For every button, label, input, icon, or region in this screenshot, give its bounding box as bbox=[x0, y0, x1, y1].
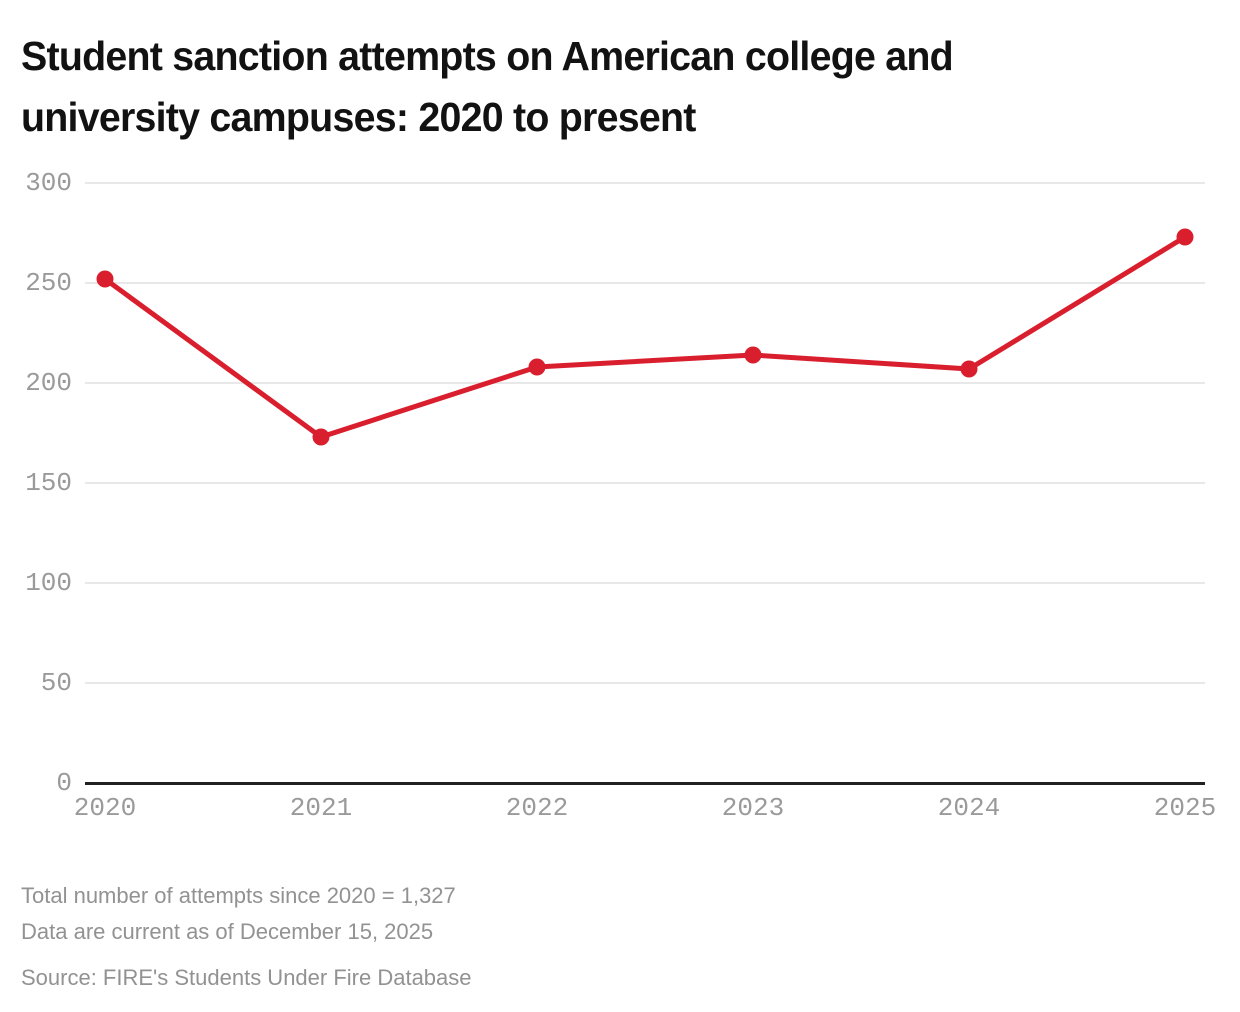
y-axis-tick-label: 50 bbox=[40, 668, 72, 698]
data-point-2023[interactable] bbox=[744, 346, 762, 364]
x-axis-tick-label: 2022 bbox=[505, 793, 569, 823]
data-point-2021[interactable] bbox=[312, 428, 330, 446]
chart-title: Student sanction attempts on American co… bbox=[21, 26, 1173, 148]
x-axis-tick-label: 2021 bbox=[289, 793, 353, 823]
gridline bbox=[85, 682, 1205, 684]
y-axis-tick-label: 200 bbox=[25, 368, 72, 398]
chart-footer: Total number of attempts since 2020 = 1,… bbox=[21, 878, 1121, 996]
y-axis-tick-label: 300 bbox=[25, 168, 72, 198]
data-point-2024[interactable] bbox=[960, 360, 978, 378]
total-attempts-note: Total number of attempts since 2020 = 1,… bbox=[21, 883, 456, 908]
data-point-2025[interactable] bbox=[1176, 228, 1194, 246]
line-chart: 0 50 100 150 200 250 300 2020 2021 2022 2023 2024 20… bbox=[25, 168, 1217, 823]
y-axis-tick-label: 250 bbox=[25, 268, 72, 298]
series-line bbox=[102, 234, 1188, 440]
data-point-2022[interactable] bbox=[528, 358, 546, 376]
gridline bbox=[85, 582, 1205, 584]
chart-title-line-1: Student sanction attempts on American co… bbox=[21, 33, 954, 79]
y-axis-tick-label: 0 bbox=[56, 768, 72, 798]
x-axis-tick-label: 2020 bbox=[73, 793, 137, 823]
chart-title-line-2: university campuses: 2020 to present bbox=[21, 94, 696, 140]
y-axis-tick-label: 100 bbox=[25, 568, 72, 598]
x-axis-tick-label: 2024 bbox=[937, 793, 1001, 823]
gridline bbox=[85, 282, 1205, 284]
x-axis-baseline bbox=[85, 781, 1205, 785]
data-point-2020[interactable] bbox=[96, 270, 114, 288]
plot-canvas bbox=[96, 228, 1194, 446]
gridline bbox=[85, 482, 1205, 484]
source-note: Source: FIRE's Students Under Fire Datab… bbox=[21, 965, 472, 990]
x-axis-tick-label: 2023 bbox=[721, 793, 785, 823]
x-axis-tick-label: 2025 bbox=[1153, 793, 1217, 823]
gridline bbox=[85, 382, 1205, 384]
data-currency-note: Data are current as of December 15, 2025 bbox=[21, 919, 434, 944]
y-axis-tick-label: 150 bbox=[25, 468, 72, 498]
gridline bbox=[85, 182, 1205, 184]
